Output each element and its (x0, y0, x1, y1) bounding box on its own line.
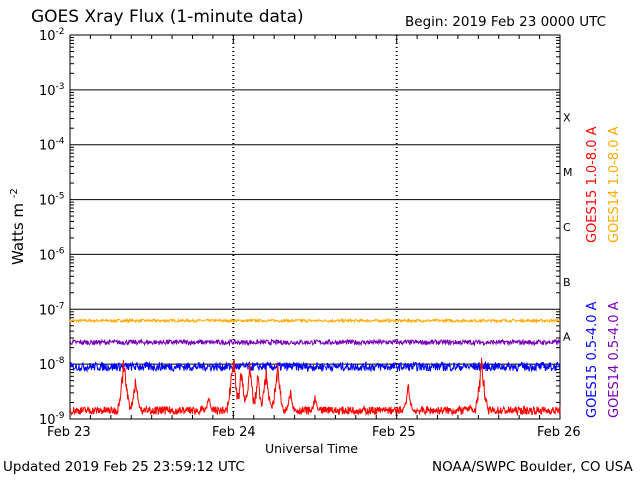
y-tick-label: 10-7 (39, 301, 65, 318)
legend-goes14-long: GOES14 1.0-8.0 A (607, 126, 622, 243)
series-goes15-short (69, 360, 561, 373)
flare-class-label: C (563, 221, 571, 234)
y-tick-label: 10-3 (39, 82, 65, 99)
credit-text: NOAA/SWPC Boulder, CO USA (432, 459, 633, 475)
flare-class-label: X (563, 111, 571, 124)
y-tick-label: 10-5 (39, 192, 65, 209)
updated-timestamp: Updated 2019 Feb 25 23:59:12 UTC (3, 459, 245, 475)
x-tick-label: Feb 26 (537, 425, 581, 440)
series-goes14-long (69, 317, 561, 324)
legend-goes14-short: GOES14 0.5-4.0 A (607, 301, 622, 418)
begin-time: Begin: 2019 Feb 23 0000 UTC (405, 14, 607, 30)
x-tick-label: Feb 23 (47, 425, 91, 440)
y-tick-label: 10-4 (39, 137, 65, 154)
x-tick-label: Feb 25 (372, 425, 416, 440)
y-tick-label: 10-8 (39, 356, 65, 373)
flare-class-label: B (563, 276, 571, 289)
y-tick-label: 10-6 (39, 246, 65, 263)
y-tick-label: 10-2 (39, 27, 65, 44)
x-tick-label: Feb 24 (212, 425, 256, 440)
legend-goes15-long: GOES15 1.0-8.0 A (585, 126, 600, 243)
plot-frame (69, 34, 561, 420)
legend-goes15-short: GOES15 0.5-4.0 A (585, 301, 600, 418)
y-tick-label: 10-9 (39, 411, 65, 428)
flare-class-label: A (563, 331, 571, 344)
chart-title: GOES Xray Flux (1-minute data) (31, 7, 304, 27)
flare-class-label: M (563, 166, 573, 179)
series-goes14-short (69, 338, 561, 347)
y-axis-label: Watts m -2 (9, 188, 27, 265)
x-axis-label: Universal Time (265, 441, 358, 456)
series-goes15-long (69, 357, 561, 417)
